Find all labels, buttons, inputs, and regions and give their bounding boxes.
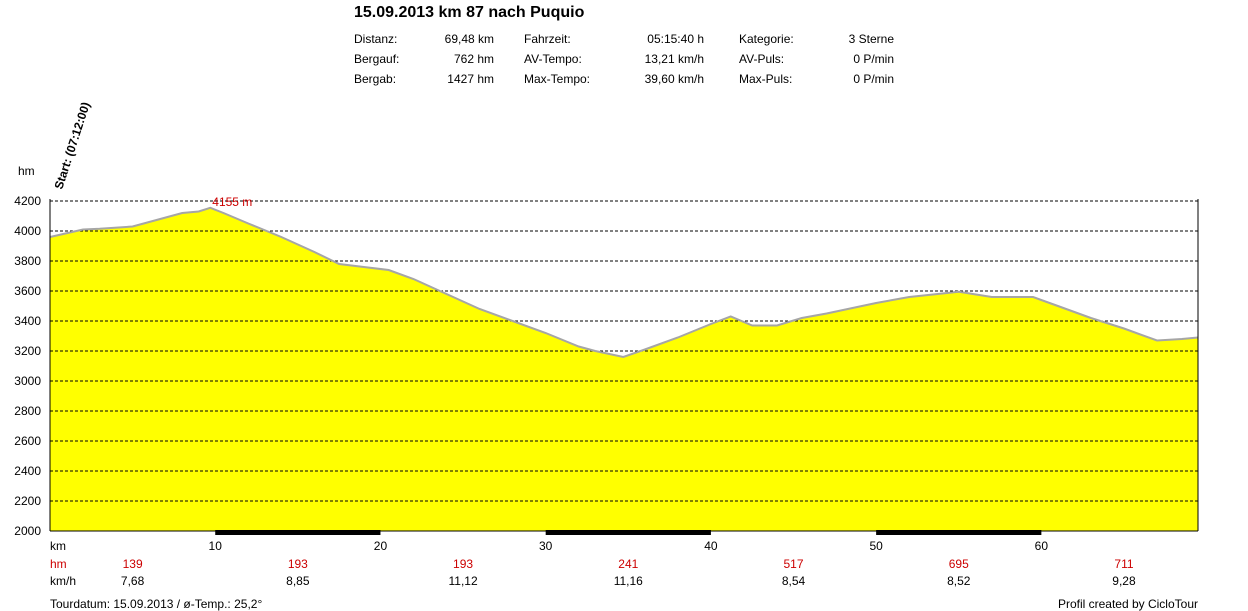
x-axis-segment-bar	[215, 530, 381, 535]
y-axis-label: hm	[18, 164, 35, 178]
hm-row-label: hm	[50, 557, 67, 571]
stat-descent-label: Bergab:	[354, 72, 397, 86]
segment-hm-label: 193	[288, 557, 308, 571]
segment-hm-label: 139	[123, 557, 143, 571]
segment-kmh-label: 11,16	[614, 574, 643, 588]
y-tick-label: 3600	[14, 284, 41, 298]
footer-credit: Profil created by CicloTour	[1057, 597, 1198, 611]
y-tick-label: 3800	[14, 254, 41, 268]
segment-hm-label: 241	[618, 557, 638, 571]
segment-kmh-label: 8,54	[782, 574, 806, 588]
stat-maxspeed-value: 39,60 km/h	[644, 72, 704, 86]
kmh-row-label: km/h	[50, 574, 76, 588]
x-axis-segment-bar	[876, 530, 1042, 535]
x-tick-label: 20	[374, 539, 388, 553]
segment-kmh-label: 8,52	[947, 574, 971, 588]
start-annotation: Start: (07:12:00)	[52, 100, 93, 191]
stat-avspeed-label: AV-Tempo:	[524, 52, 582, 66]
stat-avpulse-label: AV-Puls:	[739, 52, 785, 66]
stat-ridetime-value: 05:15:40 h	[647, 32, 704, 46]
y-tick-label: 2800	[14, 404, 41, 418]
stat-category-label: Kategorie:	[739, 32, 794, 46]
stat-category-value: 3 Sterne	[848, 32, 894, 46]
stat-distance-value: 69,48 km	[444, 32, 494, 46]
y-tick-label: 3200	[14, 344, 41, 358]
peak-annotation: 4155 m	[212, 195, 252, 209]
segment-kmh-label: 7,68	[121, 574, 145, 588]
y-tick-label: 4200	[14, 194, 41, 208]
segment-kmh-label: 8,85	[286, 574, 310, 588]
segment-kmh-label: 11,12	[448, 574, 477, 588]
segment-hm-label: 695	[949, 557, 969, 571]
segment-hm-label: 517	[784, 557, 804, 571]
x-tick-label: 10	[209, 539, 223, 553]
footer-tour-date: Tourdatum: 15.09.2013 / ø-Temp.: 25,2°	[50, 597, 263, 611]
x-axis-label: km	[50, 539, 66, 553]
stat-ridetime-label: Fahrzeit:	[524, 32, 571, 46]
stat-maxpulse-label: Max-Puls:	[739, 72, 793, 86]
stat-distance-label: Distanz:	[354, 32, 398, 46]
y-tick-label: 2400	[14, 464, 41, 478]
y-tick-label: 3400	[14, 314, 41, 328]
stat-ascent-value: 762 hm	[453, 52, 494, 66]
stat-descent-value: 1427 hm	[447, 72, 494, 86]
x-tick-label: 40	[704, 539, 718, 553]
y-tick-label: 2200	[14, 494, 41, 508]
x-tick-label: 50	[869, 539, 883, 553]
stat-maxpulse-value: 0 P/min	[853, 72, 894, 86]
page-title: 15.09.2013 km 87 nach Puquio	[354, 4, 585, 21]
segment-hm-label: 193	[453, 557, 473, 571]
stat-avspeed-value: 13,21 km/h	[644, 52, 704, 66]
y-tick-label: 3000	[14, 374, 41, 388]
x-tick-label: 60	[1035, 539, 1049, 553]
stat-maxspeed-label: Max-Tempo:	[524, 72, 591, 86]
x-tick-label: 30	[539, 539, 553, 553]
segment-kmh-label: 9,28	[1112, 574, 1136, 588]
segment-hm-label: 711	[1114, 557, 1133, 571]
y-tick-label: 4000	[14, 224, 41, 238]
elevation-area	[50, 207, 1198, 532]
stat-avpulse-value: 0 P/min	[853, 52, 894, 66]
elevation-line	[49, 206, 1199, 359]
y-tick-label: 2000	[14, 524, 41, 538]
stat-ascent-label: Bergauf:	[354, 52, 400, 66]
x-axis-segment-bar	[545, 530, 711, 535]
y-tick-label: 2600	[14, 434, 41, 448]
